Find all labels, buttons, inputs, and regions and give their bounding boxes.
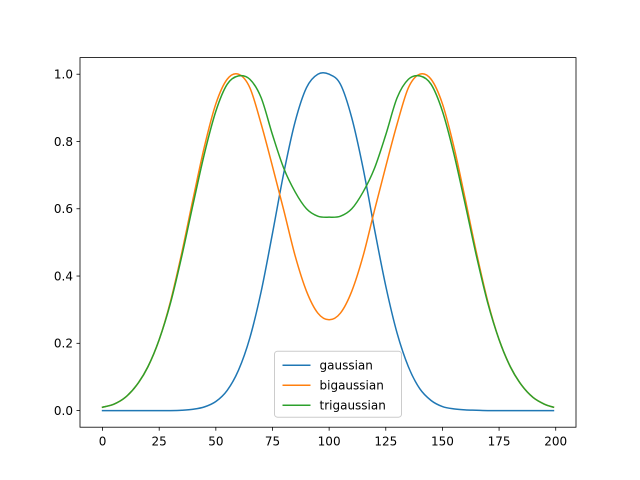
x-tick-label: 125 [374,435,397,449]
y-axis-ticks: 0.0 0.2 0.4 0.6 0.8 1.0 [54,68,80,418]
x-axis-ticks: 0 25 50 75 100 125 150 175 200 [99,427,567,449]
legend-label-trigaussian: trigaussian [320,399,386,413]
x-tick-label: 200 [544,435,567,449]
y-tick-label: 0.0 [54,404,73,418]
legend-box [274,350,402,418]
x-tick-label: 75 [265,435,280,449]
series-line-gaussian [101,71,555,412]
y-tick-label: 0.6 [54,202,73,216]
y-tick-label: 0.2 [54,337,73,351]
y-tick-label: 0.4 [54,269,73,283]
x-tick-label: 100 [318,435,341,449]
y-tick-label: 1.0 [54,68,73,82]
legend-label-gaussian: gaussian [320,359,373,373]
series-layer [101,71,555,412]
x-tick-label: 25 [152,435,167,449]
legend: gaussian bigaussian trigaussian [274,350,402,418]
x-tick-label: 175 [488,435,511,449]
x-tick-label: 0 [99,435,107,449]
plot-frame [79,57,577,428]
series-line-trigaussian [101,74,555,409]
x-tick-label: 50 [208,435,223,449]
legend-label-bigaussian: bigaussian [320,379,384,393]
y-tick-label: 0.8 [54,135,73,149]
x-tick-label: 150 [431,435,454,449]
